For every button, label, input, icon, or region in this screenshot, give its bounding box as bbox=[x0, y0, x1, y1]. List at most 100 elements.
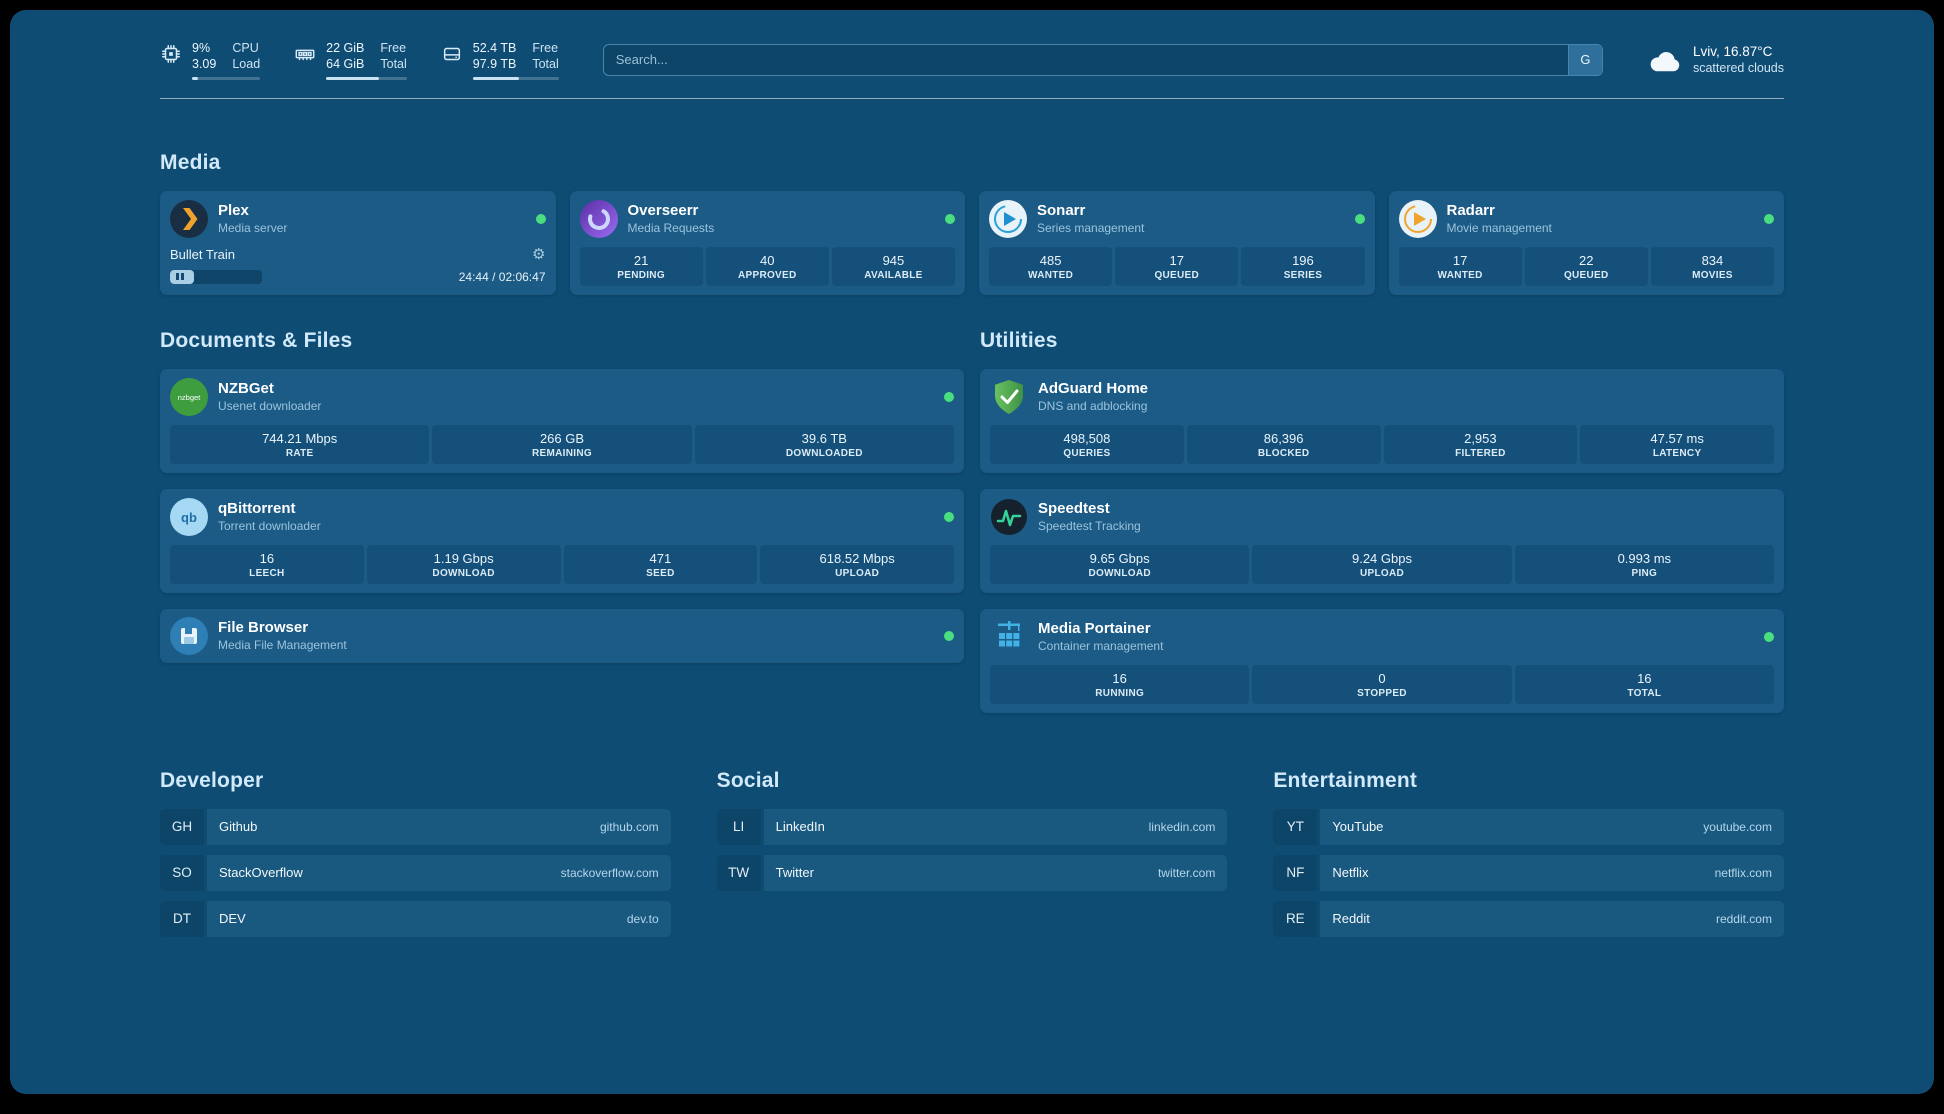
playback-time: 24:44 / 02:06:47 bbox=[458, 269, 546, 284]
app-title: Overseerr bbox=[627, 202, 699, 219]
cpu-usage-label: CPU bbox=[232, 41, 259, 55]
disk-total-label: Total bbox=[532, 57, 559, 72]
disk-widget: 52.4 TB Free 97.9 TB Total bbox=[441, 40, 559, 80]
status-dot bbox=[1354, 213, 1365, 224]
ram-progress-bar bbox=[326, 76, 407, 80]
bookmark-url: linkedin.com bbox=[1148, 819, 1216, 834]
stat-value: 16 bbox=[1112, 670, 1127, 686]
section-title-utilities: Utilities bbox=[980, 328, 1058, 352]
stat-value: 471 bbox=[649, 550, 672, 566]
app-title: Media Portainer bbox=[1038, 620, 1151, 637]
pause-icon[interactable] bbox=[176, 273, 184, 280]
top-bar: 9% CPU 3.09 Load 22 GiB Free bbox=[160, 10, 1784, 80]
sonarr-card[interactable]: Sonarr Series management 485 WANTED 17 Q… bbox=[979, 190, 1375, 295]
app-title: AdGuard Home bbox=[1038, 380, 1149, 397]
stat-value: 21 bbox=[633, 252, 649, 268]
stat-value: 498,508 bbox=[1063, 430, 1111, 446]
stat: 86,396 BLOCKED bbox=[1186, 424, 1381, 464]
stat: 2,953 FILTERED bbox=[1383, 424, 1578, 464]
stat-value: 0.993 ms bbox=[1617, 550, 1672, 566]
stat: 22 QUEUED bbox=[1524, 246, 1648, 286]
status-dot bbox=[1764, 631, 1774, 642]
playback-progress-bar[interactable] bbox=[170, 269, 262, 284]
bookmark-abbr: DT bbox=[160, 900, 204, 937]
plex-icon bbox=[170, 199, 208, 238]
section-title-entertainment: Entertainment bbox=[1273, 768, 1418, 792]
bookmark-abbr: TW bbox=[716, 854, 761, 891]
filebrowser-card[interactable]: File Browser Media File Management bbox=[160, 608, 964, 663]
bookmark-name: Github bbox=[219, 819, 258, 834]
stat-value: 1.19 Gbps bbox=[433, 550, 494, 566]
nzbget-card[interactable]: nzbget NZBGet Usenet downloader 744.21 M… bbox=[160, 368, 964, 473]
qbittorrent-card[interactable]: qb qBittorrent Torrent downloader 16 LEE… bbox=[160, 488, 964, 593]
bookmark-github[interactable]: GH Github github.com bbox=[160, 808, 671, 845]
stat: 0.993 ms PING bbox=[1514, 544, 1774, 584]
adguard-card[interactable]: AdGuard Home DNS and adblocking 498,508 … bbox=[980, 368, 1784, 473]
section-title-developer: Developer bbox=[160, 768, 264, 792]
overseerr-card[interactable]: Overseerr Media Requests 21 PENDING 40 A… bbox=[569, 190, 965, 295]
bookmark-dev-to[interactable]: DT DEV dev.to bbox=[160, 900, 671, 937]
bookmark-reddit[interactable]: RE Reddit reddit.com bbox=[1273, 900, 1784, 937]
stat-value: 9.65 Gbps bbox=[1089, 550, 1150, 566]
stat-label: STOPPED bbox=[1357, 687, 1407, 699]
stat-label: RUNNING bbox=[1095, 687, 1145, 699]
cpu-load-label: Load bbox=[232, 57, 261, 72]
stat-value: 86,396 bbox=[1263, 430, 1304, 446]
bookmark-stackoverflow[interactable]: SO StackOverflow stackoverflow.com bbox=[160, 854, 671, 891]
stat: 17 WANTED bbox=[1398, 246, 1522, 286]
bookmark-url: stackoverflow.com bbox=[560, 865, 659, 880]
search-input[interactable] bbox=[602, 43, 1603, 76]
now-playing-title: Bullet Train bbox=[170, 246, 236, 262]
bookmark-url: github.com bbox=[599, 819, 659, 834]
stats-row: 17 WANTED 22 QUEUED 834 MOVIES bbox=[1398, 238, 1775, 286]
stat-label: LEECH bbox=[249, 567, 285, 579]
stat: 945 AVAILABLE bbox=[831, 246, 956, 286]
bookmarks-social: Social LI LinkedIn linkedin.com TW Twitt… bbox=[716, 769, 1228, 947]
portainer-card[interactable]: Media Portainer Container management 16 … bbox=[980, 608, 1784, 713]
stat-value: 39.6 TB bbox=[801, 430, 847, 446]
cpu-widget: 9% CPU 3.09 Load bbox=[160, 40, 261, 80]
app-title: File Browser bbox=[218, 619, 309, 636]
bookmark-url: reddit.com bbox=[1715, 911, 1772, 926]
bookmark-twitter[interactable]: TW Twitter twitter.com bbox=[716, 854, 1228, 891]
search-engine-button[interactable]: G bbox=[1567, 44, 1602, 75]
radarr-card[interactable]: Radarr Movie management 17 WANTED 22 QUE… bbox=[1388, 190, 1784, 295]
stat: 16 LEECH bbox=[170, 544, 364, 584]
stat-label: REMAINING bbox=[532, 447, 592, 459]
stats-row: 485 WANTED 17 QUEUED 196 SERIES bbox=[989, 238, 1365, 286]
bookmark-netflix[interactable]: NF Netflix netflix.com bbox=[1273, 854, 1784, 891]
stat-label: DOWNLOADED bbox=[785, 447, 863, 459]
sonarr-icon bbox=[989, 199, 1027, 238]
bookmark-abbr: RE bbox=[1273, 900, 1318, 937]
stat-value: 16 bbox=[259, 550, 275, 566]
gear-icon[interactable]: ⚙ bbox=[532, 245, 546, 263]
ram-total-label: Total bbox=[380, 57, 407, 72]
stat-label: BLOCKED bbox=[1257, 447, 1310, 459]
speedtest-card[interactable]: Speedtest Speedtest Tracking 9.65 Gbps D… bbox=[980, 488, 1784, 593]
bookmark-abbr: SO bbox=[160, 854, 204, 891]
stat: 744.21 Mbps RATE bbox=[170, 424, 430, 464]
bookmark-linkedin[interactable]: LI LinkedIn linkedin.com bbox=[716, 808, 1228, 845]
cloud-icon bbox=[1650, 51, 1680, 72]
stat-value: 47.57 ms bbox=[1650, 430, 1704, 446]
stat-label: APPROVED bbox=[737, 269, 797, 281]
stat-label: QUERIES bbox=[1063, 447, 1111, 459]
status-dot bbox=[944, 630, 954, 641]
bookmark-name: DEV bbox=[219, 911, 246, 926]
stat-value: 0 bbox=[1378, 670, 1386, 686]
portainer-crane-icon bbox=[990, 618, 1028, 656]
stat-value: 17 bbox=[1452, 252, 1468, 268]
stat-value: 485 bbox=[1039, 252, 1062, 268]
app-title: Sonarr bbox=[1037, 202, 1086, 219]
status-dot bbox=[944, 391, 954, 402]
stat: 498,508 QUERIES bbox=[990, 424, 1184, 464]
dashboard-root: 9% CPU 3.09 Load 22 GiB Free bbox=[10, 10, 1934, 1094]
bookmark-youtube[interactable]: YT YouTube youtube.com bbox=[1273, 808, 1784, 845]
bookmark-abbr: LI bbox=[716, 808, 761, 845]
stat-label: FILTERED bbox=[1455, 447, 1506, 459]
app-subtitle: Movie management bbox=[1446, 221, 1552, 235]
bookmark-name: StackOverflow bbox=[219, 865, 303, 880]
stat-label: RATE bbox=[285, 447, 314, 459]
plex-card[interactable]: Plex Media server Bullet Train ⚙ 24:44 /… bbox=[160, 190, 556, 295]
bookmark-name: Twitter bbox=[775, 865, 814, 880]
